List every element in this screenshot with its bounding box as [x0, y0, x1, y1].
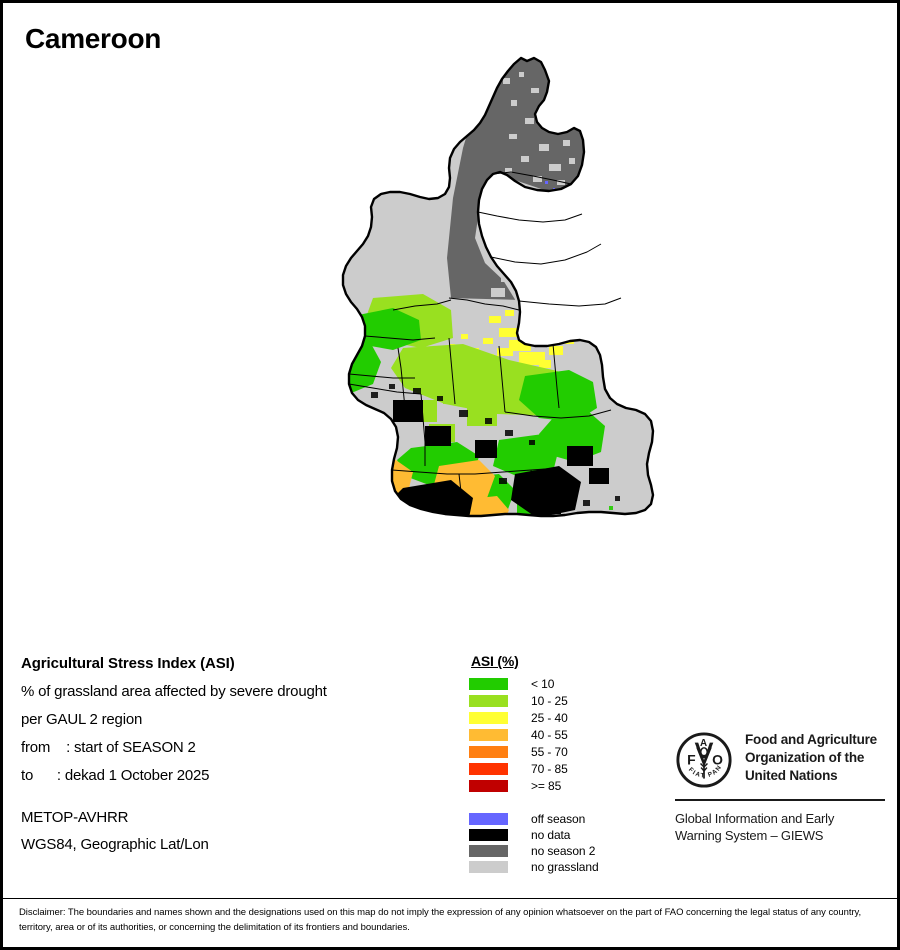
legend-label-1: 10 - 25	[531, 693, 568, 708]
legend-item-5: 70 - 85	[469, 760, 649, 777]
fao-emblem-icon: F A O FIAT PANIS	[675, 731, 732, 788]
cameroon-asi-map	[263, 56, 655, 518]
legend-title: ASI (%)	[471, 653, 519, 669]
legend-item-4: 55 - 70	[469, 743, 649, 760]
legend-swatch-5	[469, 762, 508, 775]
legend-label-no-season-2: no season 2	[531, 844, 596, 858]
legend-special-0: off season	[469, 811, 649, 827]
info-period-from: from : start of SEASON 2	[21, 739, 196, 756]
legend-swatch-4	[469, 745, 508, 758]
fao-letter-a: A	[700, 738, 707, 749]
legend-swatch-1	[469, 694, 508, 707]
legend-swatch-no-grassland	[469, 861, 508, 873]
fao-divider	[675, 799, 885, 801]
country-boundary	[341, 56, 655, 518]
disclaimer-text: Disclaimer: The boundaries and names sho…	[19, 907, 862, 933]
legend-item-0: < 10	[469, 675, 649, 692]
map-raster	[263, 58, 653, 516]
info-block: Agricultural Stress Index (ASI) % of gra…	[21, 655, 451, 863]
legend-label-no-data: no data	[531, 828, 571, 842]
info-spacer	[21, 795, 451, 809]
class-55-70-area	[263, 344, 323, 402]
legend-item-6: >= 85	[469, 777, 649, 794]
legend-label-5: 70 - 85	[531, 761, 568, 776]
legend-label-4: 55 - 70	[531, 744, 568, 759]
fao-letter-f: F	[687, 752, 696, 768]
info-line-2: per GAUL 2 region	[21, 711, 143, 728]
fao-letter-o: O	[712, 752, 723, 768]
info-line-1: % of grassland area affected by severe d…	[21, 683, 327, 700]
info-period-to: to : dekad 1 October 2025	[21, 767, 210, 784]
legend-label-off-season: off season	[531, 812, 586, 826]
disclaimer-divider	[3, 898, 897, 899]
fao-organization-name: Food and Agriculture Organization of the…	[745, 731, 877, 785]
legend-label-no-grassland: no grassland	[531, 860, 599, 874]
class-off-season-coast	[293, 378, 323, 415]
fao-org-line-3: United Nations	[745, 767, 838, 783]
legend-label-0: < 10	[531, 676, 555, 691]
class-40-55-area	[343, 458, 509, 516]
legend-item-1: 10 - 25	[469, 692, 649, 709]
page-title: Cameroon	[25, 23, 162, 54]
legend-special-3: no grassland	[469, 859, 649, 875]
info-heading: Agricultural Stress Index (ASI)	[21, 655, 235, 672]
info-projection: WGS84, Geographic Lat/Lon	[21, 836, 209, 853]
giews-subtitle: Global Information and Early Warning Sys…	[675, 810, 885, 845]
legend-swatch-3	[469, 728, 508, 741]
legend-swatch-no-data	[469, 829, 508, 841]
giews-line-2: Warning System – GIEWS	[675, 828, 824, 844]
legend-swatch-6	[469, 779, 508, 792]
class-70-85-area	[275, 362, 301, 380]
fao-org-line-1: Food and Agriculture	[745, 732, 877, 747]
fao-logo-block: F A O FIAT PANIS Food and Agriculture Or…	[675, 731, 885, 845]
fao-org-line-2: Organization of the	[745, 749, 865, 765]
map-legend: ASI (%) < 10 10 - 25 25 - 40 40 - 55 55 …	[469, 653, 649, 875]
legend-swatch-2	[469, 711, 508, 724]
legend-special-2: no season 2	[469, 843, 649, 859]
legend-item-3: 40 - 55	[469, 726, 649, 743]
legend-swatch-0	[469, 677, 508, 690]
legend-label-2: 25 - 40	[531, 710, 568, 725]
legend-label-3: 40 - 55	[531, 727, 568, 742]
legend-label-6: >= 85	[531, 778, 562, 793]
admin-boundaries	[348, 171, 622, 516]
legend-special-1: no data	[469, 827, 649, 843]
map-canvas	[253, 48, 673, 633]
info-sensor: METOP-AVHRR	[21, 809, 129, 826]
legend-swatch-off-season	[469, 813, 508, 825]
legend-gap	[469, 794, 649, 811]
legend-swatch-no-season-2	[469, 845, 508, 857]
giews-line-1: Global Information and Early	[675, 811, 835, 826]
south-speckle	[609, 506, 613, 510]
legend-item-2: 25 - 40	[469, 709, 649, 726]
